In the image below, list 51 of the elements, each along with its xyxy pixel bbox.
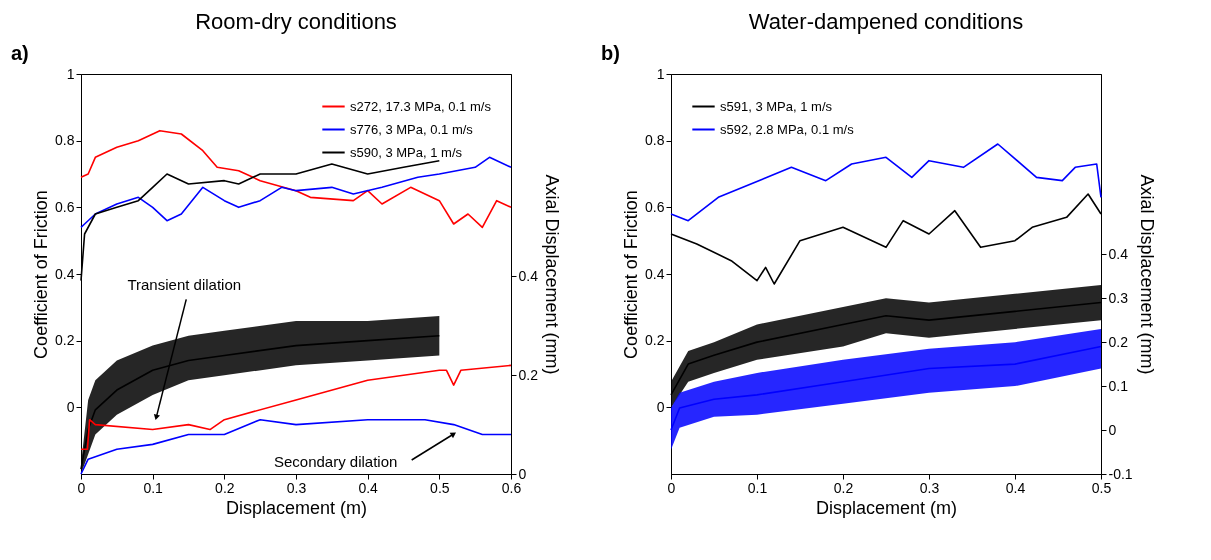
y2-tick-label: 0: [518, 465, 527, 482]
x-tick-label: 0.1: [747, 479, 768, 496]
y-tick-label: 0.8: [645, 132, 665, 149]
legend-label: s591, 3 MPa, 1 m/s: [720, 98, 833, 114]
text: a): [11, 42, 29, 64]
y2-tick-label: -0.1: [1108, 465, 1133, 482]
y2-tick-label: 0.4: [518, 267, 539, 284]
y2-axis-title: Axial Displacement (mm): [541, 174, 562, 375]
chart-title: Water-dampened conditions: [748, 9, 1024, 34]
x-tick-label: 0.2: [833, 479, 854, 496]
y2-tick-label: 0: [1108, 421, 1117, 438]
legend-label: s776, 3 MPa, 0.1 m/s: [350, 121, 474, 137]
y-tick-label: 0: [656, 398, 665, 415]
chart-title: Room-dry conditions: [195, 9, 397, 34]
x-tick-label: 0.3: [286, 479, 307, 496]
y2-tick-label: 0.1: [1108, 377, 1129, 394]
y-tick-label: 1: [66, 65, 75, 82]
x-tick-label: 0.3: [919, 479, 940, 496]
x-tick-label: 0.6: [501, 479, 522, 496]
y-tick-label: 0.4: [645, 265, 665, 282]
x-tick-label: 0.1: [143, 479, 164, 496]
y2-tick-label: 0.2: [518, 366, 539, 383]
y-tick-label: 0.8: [55, 132, 75, 149]
x-tick-label: 0.4: [1005, 479, 1026, 496]
y2-tick-label: 0.3: [1108, 289, 1129, 306]
annotation: Secondary dilation: [273, 453, 398, 470]
y-tick-label: 0: [66, 398, 75, 415]
y2-axis-title: Axial Displacement (mm): [1136, 174, 1157, 375]
y-tick-label: 0.6: [645, 198, 665, 215]
legend-label: s590, 3 MPa, 1 m/s: [350, 144, 463, 160]
y-tick-label: 0.2: [55, 332, 75, 349]
text: b): [601, 42, 620, 64]
y-tick-label: 1: [656, 65, 665, 82]
y-axis-title: Coefficient of Friction: [621, 190, 642, 359]
x-tick-label: 0: [77, 479, 86, 496]
y2-tick-label: 0.2: [1108, 333, 1129, 350]
annotation: Transient dilation: [127, 276, 242, 294]
x-tick-label: 0.4: [358, 479, 379, 496]
x-axis-title: Displacement (m): [815, 497, 958, 518]
y-tick-label: 0.6: [55, 198, 75, 215]
legend-label: s272, 17.3 MPa, 0.1 m/s: [350, 98, 492, 114]
x-tick-label: 0.2: [215, 479, 235, 496]
x-tick-label: 0.5: [1091, 479, 1112, 496]
legend-label: s592, 2.8 MPa, 0.1 m/s: [720, 121, 855, 137]
x-tick-label: 0.5: [430, 479, 450, 496]
y2-tick-label: 0.4: [1108, 245, 1129, 262]
y-axis-title: Coefficient of Friction: [31, 190, 52, 359]
y-tick-label: 0.2: [645, 332, 665, 349]
x-axis-title: Displacement (m): [225, 497, 368, 518]
y-tick-label: 0.4: [55, 265, 75, 282]
x-tick-label: 0: [667, 479, 676, 496]
